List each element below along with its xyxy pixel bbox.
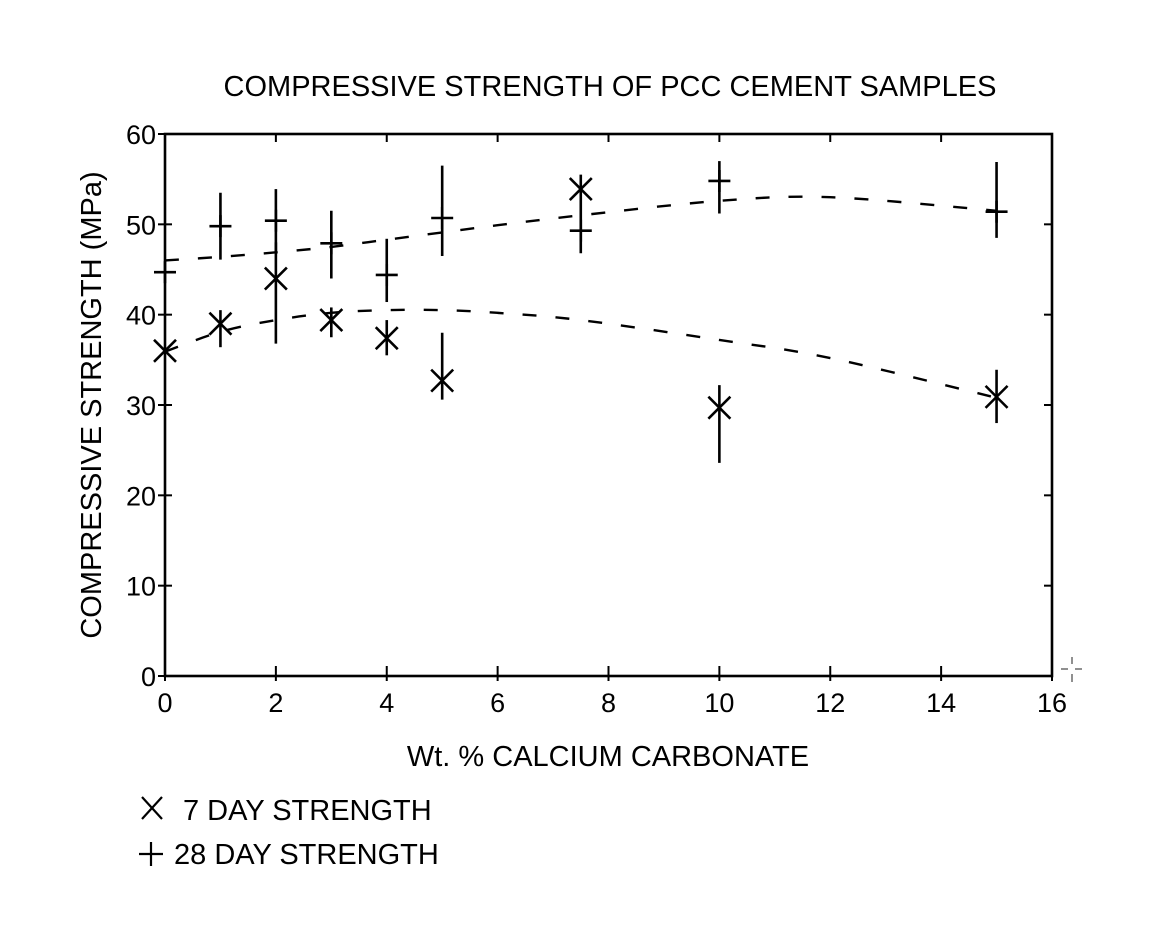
y-axis-label: COMPRESSIVE STRENGTH (MPa) [76, 171, 108, 638]
data-point-28-day [375, 238, 398, 303]
y-tick-label: 50 [126, 210, 156, 240]
data-point-7-day [319, 307, 344, 338]
plus-marker-icon [139, 842, 163, 866]
x-tick-label: 8 [601, 688, 616, 718]
data-point-7-day [263, 242, 288, 344]
data-point-7-day [153, 338, 177, 363]
y-tick-label: 10 [126, 572, 156, 602]
legend-item-28-day: 28 DAY STRENGTH [139, 839, 439, 871]
data-point-7-day [430, 332, 455, 400]
x-marker [153, 338, 177, 363]
x-tick-label: 16 [1037, 688, 1067, 718]
x-marker [263, 266, 288, 291]
data-points [153, 161, 1009, 463]
data-point-28-day [431, 165, 454, 256]
x-tick-label: 6 [490, 688, 505, 718]
plot-border [163, 132, 1054, 678]
y-axis: 0 10 20 30 40 50 60 [126, 120, 1052, 692]
x-marker [430, 368, 455, 393]
legend-label-7-day: 7 DAY STRENGTH [183, 795, 432, 827]
data-point-28-day [209, 192, 232, 260]
x-marker-icon [141, 796, 163, 820]
x-marker [374, 326, 399, 351]
data-point-7-day [707, 385, 732, 463]
x-tick-label: 10 [704, 688, 734, 718]
legend-label-28-day: 28 DAY STRENGTH [174, 839, 439, 871]
x-marker [319, 308, 344, 333]
data-point-28-day [985, 162, 1008, 238]
fit-line-7-day [164, 308, 997, 399]
y-tick-label: 0 [141, 662, 156, 692]
x-tick-label: 14 [926, 688, 956, 718]
x-tick-label: 4 [379, 688, 394, 718]
data-point-28-day [154, 261, 176, 284]
x-axis: 0 2 4 6 8 10 12 14 16 [157, 134, 1067, 718]
data-point-28-day [708, 161, 731, 214]
y-tick-label: 60 [126, 120, 156, 150]
chart-title: COMPRESSIVE STRENGTH OF PCC CEMENT SAMPL… [224, 71, 997, 103]
data-point-7-day [208, 310, 233, 348]
y-tick-label: 20 [126, 481, 156, 511]
x-marker [984, 384, 1009, 409]
y-tick-label: 30 [126, 391, 156, 421]
data-point-28-day [320, 210, 343, 279]
x-axis-label: Wt. % CALCIUM CARBONATE [407, 741, 809, 773]
x-tick-label: 12 [815, 688, 845, 718]
y-tick-label: 40 [126, 301, 156, 331]
legend: 7 DAY STRENGTH 28 DAY STRENGTH [139, 795, 439, 871]
crosshair-mark-icon [1061, 657, 1082, 682]
legend-item-7-day: 7 DAY STRENGTH [141, 795, 432, 827]
x-marker [707, 395, 732, 420]
data-point-7-day [984, 369, 1009, 424]
x-tick-label: 2 [268, 688, 283, 718]
plot-frame [163, 132, 1054, 678]
x-marker [208, 311, 233, 336]
x-tick-label: 0 [157, 688, 172, 718]
data-point-28-day [569, 174, 592, 254]
data-point-28-day [264, 189, 287, 252]
data-point-7-day [374, 320, 399, 356]
